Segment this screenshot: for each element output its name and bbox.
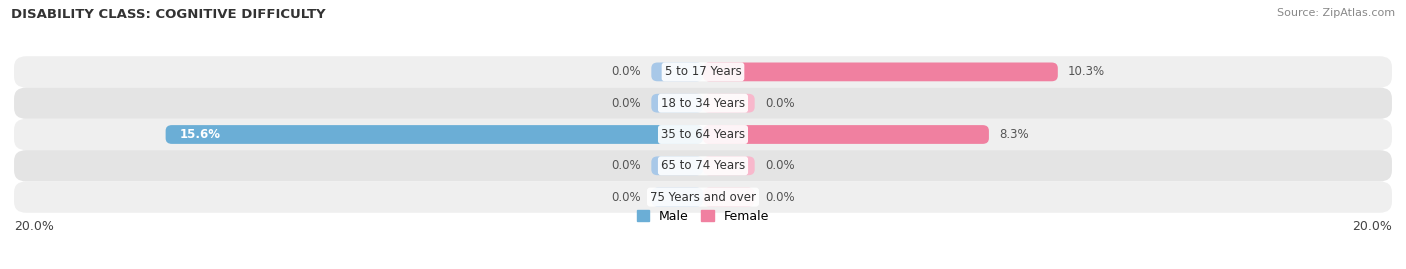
Text: 0.0%: 0.0% bbox=[765, 97, 794, 110]
Text: 5 to 17 Years: 5 to 17 Years bbox=[665, 65, 741, 78]
Text: 10.3%: 10.3% bbox=[1069, 65, 1105, 78]
Text: 0.0%: 0.0% bbox=[765, 159, 794, 172]
FancyBboxPatch shape bbox=[703, 156, 755, 175]
FancyBboxPatch shape bbox=[651, 94, 703, 113]
FancyBboxPatch shape bbox=[651, 188, 703, 207]
Text: 20.0%: 20.0% bbox=[1353, 220, 1392, 233]
FancyBboxPatch shape bbox=[14, 150, 1392, 182]
Text: 20.0%: 20.0% bbox=[14, 220, 53, 233]
Text: 35 to 64 Years: 35 to 64 Years bbox=[661, 128, 745, 141]
Text: 18 to 34 Years: 18 to 34 Years bbox=[661, 97, 745, 110]
FancyBboxPatch shape bbox=[703, 125, 988, 144]
FancyBboxPatch shape bbox=[14, 87, 1392, 119]
Text: 0.0%: 0.0% bbox=[612, 191, 641, 204]
FancyBboxPatch shape bbox=[703, 188, 755, 207]
FancyBboxPatch shape bbox=[14, 182, 1392, 213]
Legend: Male, Female: Male, Female bbox=[637, 210, 769, 223]
Text: 0.0%: 0.0% bbox=[612, 65, 641, 78]
FancyBboxPatch shape bbox=[166, 125, 703, 144]
Text: 8.3%: 8.3% bbox=[1000, 128, 1029, 141]
Text: Source: ZipAtlas.com: Source: ZipAtlas.com bbox=[1277, 8, 1395, 18]
FancyBboxPatch shape bbox=[14, 56, 1392, 87]
FancyBboxPatch shape bbox=[651, 62, 703, 81]
Text: 0.0%: 0.0% bbox=[612, 97, 641, 110]
Text: DISABILITY CLASS: COGNITIVE DIFFICULTY: DISABILITY CLASS: COGNITIVE DIFFICULTY bbox=[11, 8, 326, 21]
Text: 75 Years and over: 75 Years and over bbox=[650, 191, 756, 204]
FancyBboxPatch shape bbox=[14, 119, 1392, 150]
Text: 0.0%: 0.0% bbox=[612, 159, 641, 172]
Text: 0.0%: 0.0% bbox=[765, 191, 794, 204]
Text: 65 to 74 Years: 65 to 74 Years bbox=[661, 159, 745, 172]
FancyBboxPatch shape bbox=[703, 94, 755, 113]
Text: 15.6%: 15.6% bbox=[180, 128, 221, 141]
FancyBboxPatch shape bbox=[703, 62, 1057, 81]
FancyBboxPatch shape bbox=[651, 156, 703, 175]
